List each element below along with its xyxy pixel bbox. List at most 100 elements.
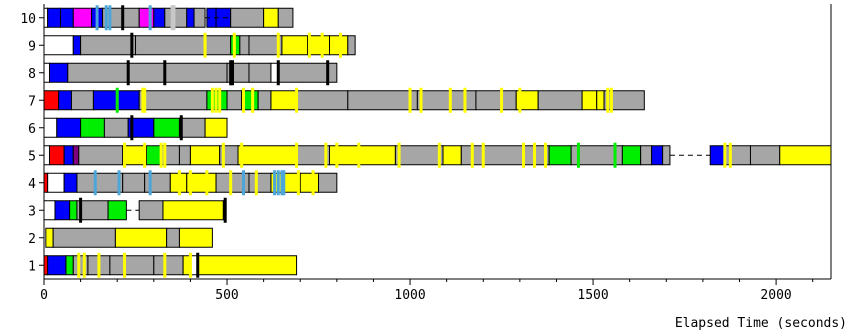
bar-segment	[193, 7, 206, 28]
event-mark	[148, 5, 152, 31]
event-mark	[77, 252, 81, 278]
y-tick-label: 9	[28, 39, 36, 54]
bar-segment	[45, 227, 54, 248]
bar-segment	[122, 172, 146, 193]
event-mark	[320, 32, 324, 58]
event-mark	[419, 87, 423, 113]
bar-segment	[442, 145, 462, 166]
event-mark	[229, 170, 233, 196]
bar-segment	[138, 200, 164, 221]
bar-segment	[596, 90, 605, 111]
event-mark	[214, 87, 218, 113]
bar-segment	[80, 35, 137, 56]
bar-segment	[47, 7, 61, 28]
event-mark	[463, 87, 467, 113]
y-tick-label: 8	[28, 67, 36, 82]
event-mark	[196, 252, 200, 278]
x-tick-label: 1500	[577, 288, 608, 303]
event-mark	[240, 142, 244, 168]
bar-segment	[153, 117, 180, 138]
event-mark	[276, 32, 280, 58]
event-mark	[108, 5, 112, 31]
x-tick-label: 1000	[394, 288, 425, 303]
event-mark	[397, 142, 401, 168]
bar-segment	[153, 7, 166, 28]
event-mark	[82, 252, 86, 278]
event-mark	[533, 142, 537, 168]
bar-segment	[270, 90, 298, 111]
event-mark	[203, 32, 207, 58]
event-mark	[324, 142, 328, 168]
bars-layer	[43, 5, 832, 278]
row-4	[43, 170, 338, 196]
bar-segment	[189, 145, 221, 166]
bar-segment	[80, 117, 105, 138]
event-mark	[295, 142, 299, 168]
event-mark	[613, 142, 617, 168]
y-tick-label: 2	[28, 232, 36, 247]
row-1	[43, 252, 298, 278]
bar-segment	[416, 90, 477, 111]
bar-segment	[347, 90, 418, 111]
bar-segment	[43, 7, 49, 28]
bar-segment	[537, 90, 583, 111]
x-tick-label: 2000	[760, 288, 791, 303]
bar-segment	[122, 7, 140, 28]
bar-segment	[548, 145, 572, 166]
bar-segment	[178, 117, 206, 138]
bar-segment	[621, 145, 642, 166]
bar-segment	[59, 7, 74, 28]
event-mark	[273, 170, 277, 196]
bar-segment	[166, 227, 180, 248]
bar-segment	[281, 35, 309, 56]
y-tick-label: 6	[28, 122, 36, 137]
bar-segment	[153, 255, 166, 276]
event-mark	[177, 170, 181, 196]
y-tick-label: 3	[28, 204, 36, 219]
event-mark	[229, 60, 233, 86]
event-mark	[295, 87, 299, 113]
event-mark	[241, 170, 245, 196]
bar-segment	[164, 255, 184, 276]
bar-segment	[237, 145, 298, 166]
bar-segment	[43, 255, 49, 276]
event-mark	[606, 87, 610, 113]
event-mark	[276, 60, 280, 86]
event-mark	[728, 142, 732, 168]
event-mark	[723, 142, 727, 168]
event-mark	[126, 60, 130, 86]
bar-segment	[318, 172, 338, 193]
bar-segment	[56, 117, 82, 138]
y-tick-label: 1	[28, 259, 36, 274]
bar-segment	[72, 7, 93, 28]
bar-segment	[43, 62, 50, 83]
bar-segment	[72, 35, 82, 56]
bar-segment	[186, 7, 195, 28]
event-mark	[254, 170, 258, 196]
bar-segment	[248, 62, 272, 83]
bar-segment	[277, 7, 294, 28]
bar-segment	[63, 145, 74, 166]
bar-segment	[43, 145, 50, 166]
y-tick-label: 4	[28, 177, 36, 192]
event-mark	[130, 32, 134, 58]
event-mark	[210, 87, 214, 113]
x-tick-label: 0	[40, 288, 48, 303]
row-7	[43, 87, 645, 113]
bar-segment	[58, 90, 72, 111]
event-mark	[130, 115, 134, 141]
event-mark	[282, 170, 286, 196]
bar-segment	[48, 145, 65, 166]
event-mark	[223, 197, 227, 223]
event-mark	[576, 142, 580, 168]
event-mark	[93, 170, 97, 196]
event-mark	[280, 170, 284, 196]
event-mark	[205, 170, 209, 196]
event-mark	[326, 60, 330, 86]
event-mark	[163, 60, 167, 86]
event-mark	[97, 252, 101, 278]
x-axis-title: Elapsed Time (seconds)	[675, 316, 847, 331]
event-mark	[115, 87, 119, 113]
bar-segment	[144, 172, 171, 193]
bar-segment	[107, 200, 127, 221]
